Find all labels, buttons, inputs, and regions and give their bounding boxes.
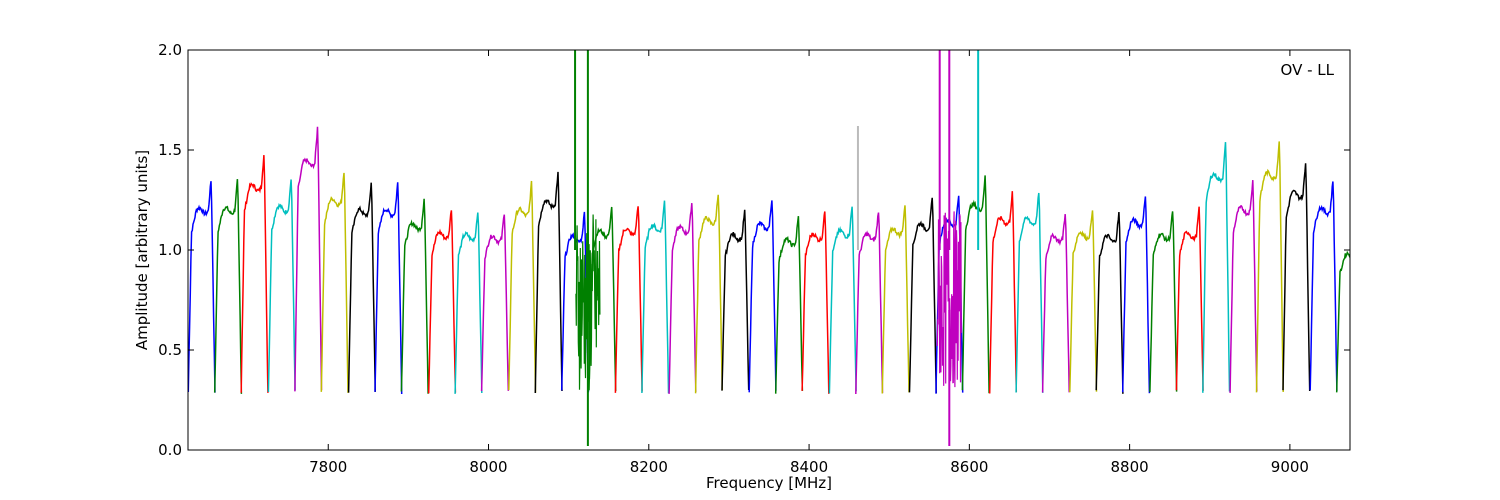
- y-axis-label: Amplitude [arbitrary units]: [133, 150, 151, 350]
- band-series-line: [668, 203, 697, 394]
- band-series-line: [294, 126, 323, 392]
- band-series-line: [1121, 196, 1151, 394]
- y-tick-label: 0.5: [158, 341, 182, 359]
- x-tick-label: 8200: [630, 458, 668, 476]
- band-series-line: [988, 191, 1018, 394]
- y-tick-label: 1.0: [158, 241, 182, 259]
- band-series-line: [774, 216, 804, 394]
- band-series-line: [961, 175, 990, 394]
- band-series-line: [1282, 163, 1311, 392]
- band-series-line: [614, 206, 643, 393]
- plot-frame: [187, 49, 1351, 451]
- y-tick-label: 2.0: [158, 41, 182, 59]
- band-series-line: [881, 205, 910, 394]
- y-tick-label: 1.5: [158, 141, 182, 159]
- x-tick-label: 9000: [1271, 458, 1309, 476]
- band-series-line: [1095, 211, 1124, 394]
- axis-ticks: 7800 8000 8200 8400 8600 8800 9000 0.0 0.5 1.0 1.5…: [158, 41, 1350, 476]
- band-series-line: [1041, 214, 1070, 393]
- band-series-line: [1015, 192, 1044, 393]
- band-series-line: [1229, 180, 1258, 393]
- band-series-line: [347, 182, 376, 393]
- x-tick-label: 7800: [309, 458, 347, 476]
- x-tick-label: 8600: [950, 458, 988, 476]
- band-series-line: [1255, 141, 1284, 393]
- band-series-line: [213, 179, 243, 394]
- x-tick-label: 8800: [1111, 458, 1149, 476]
- x-tick-label: 8400: [790, 458, 828, 476]
- band-series-line: [908, 197, 937, 394]
- band-series-line: [508, 180, 537, 393]
- band-series-line: [721, 209, 750, 391]
- band-series-line: [188, 181, 216, 393]
- y-tick-label: 0.0: [158, 441, 182, 459]
- plot-lines: [188, 50, 1350, 446]
- band-series-line: [855, 212, 884, 395]
- band-series-line: [480, 214, 510, 392]
- band-series-line: [748, 200, 777, 393]
- band-series-line: [1175, 206, 1204, 391]
- band-series-line: [267, 179, 296, 393]
- x-tick-label: 8000: [469, 458, 507, 476]
- band-series-line: [694, 194, 723, 394]
- band-series-line: [374, 182, 403, 395]
- band-series-line: [1149, 211, 1178, 393]
- band-series-line: [320, 172, 349, 393]
- band-series-line: [427, 210, 457, 394]
- band-series-line: [1335, 250, 1350, 393]
- band-series-line: [400, 198, 429, 394]
- band-series-line: [801, 211, 830, 394]
- band-series-line: [534, 171, 563, 394]
- band-series-line: [1309, 181, 1338, 392]
- band-series-line: [1202, 142, 1231, 393]
- chart-annotation: OV - LL: [1281, 61, 1335, 79]
- band-series-line: [454, 212, 483, 394]
- band-series-line: [641, 200, 670, 394]
- x-axis-label: Frequency [MHz]: [706, 474, 832, 492]
- band-series-line: [1069, 210, 1098, 393]
- band-series-line: [240, 155, 269, 393]
- band-series-line: [828, 206, 857, 394]
